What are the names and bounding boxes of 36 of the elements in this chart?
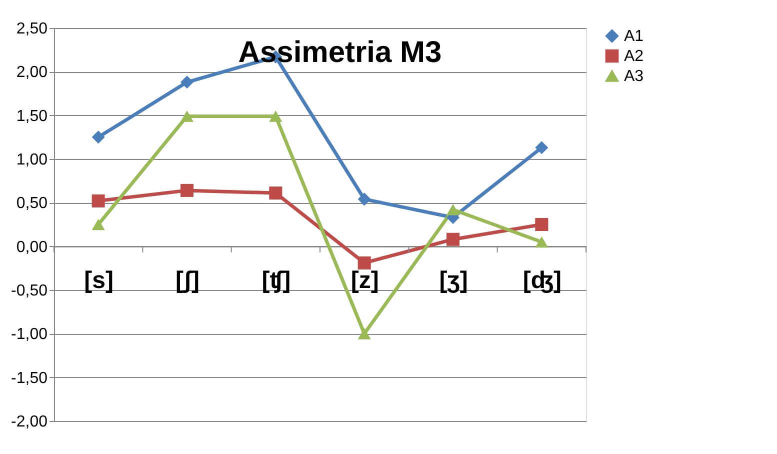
x-tick-label: [ʧ] (262, 266, 291, 294)
legend-label: A3 (624, 68, 644, 85)
x-tick-label: [s] (84, 266, 114, 294)
point (446, 232, 460, 246)
point (535, 141, 548, 154)
legend-label: A2 (624, 48, 644, 65)
point (180, 184, 194, 197)
y-tick-label: -1,50 (11, 370, 48, 387)
point (180, 76, 194, 89)
y-tick-label: 0,00 (16, 238, 48, 256)
point (92, 130, 105, 144)
y-tick-label: 0,50 (16, 195, 48, 212)
y-tick-label: 2,50 (16, 20, 48, 38)
point (535, 218, 548, 232)
point (92, 218, 105, 230)
point (180, 110, 194, 122)
x-tick-label: [ʃ] (176, 266, 200, 294)
point (535, 236, 548, 248)
y-tick-label: 2,00 (16, 64, 48, 82)
point (358, 256, 371, 270)
legend-label: A1 (624, 28, 644, 45)
point (92, 194, 105, 208)
point (269, 186, 282, 200)
x-tick-label: [ʒ] (439, 266, 468, 294)
x-tick-label: [z] (350, 266, 379, 294)
y-tick-label: -0,50 (11, 282, 48, 300)
point (358, 192, 371, 206)
y-tick-label: -1,00 (11, 326, 48, 344)
y-tick-label: -2,00 (11, 414, 48, 430)
x-tick-label: [ʤ] (522, 266, 562, 294)
y-tick-label: 1,00 (16, 152, 48, 168)
point (358, 328, 371, 340)
point (269, 110, 282, 122)
y-tick-label: 1,50 (16, 108, 48, 125)
point (446, 204, 460, 216)
chart-title: Assimetria M3 (238, 36, 442, 69)
